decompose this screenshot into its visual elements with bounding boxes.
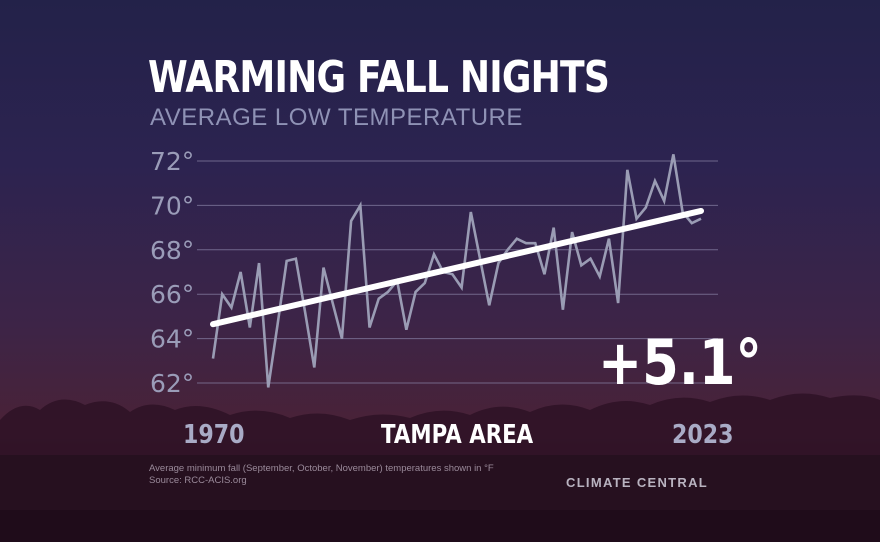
footnote-text: Average minimum fall (September, October… (149, 463, 494, 474)
start-year-label: 1970 (183, 420, 245, 450)
chart-title: WARMING FALL NIGHTS (148, 52, 610, 103)
temperature-series-line (211, 154, 702, 388)
source-text: Source: RCC-ACIS.org (149, 475, 247, 486)
y-tick-label: 66° (150, 280, 194, 309)
y-tick-label: 64° (150, 325, 194, 354)
end-year-label: 2023 (672, 420, 734, 450)
y-tick-label: 70° (150, 191, 194, 220)
y-tick-label: 62° (150, 369, 194, 398)
trend-line (210, 207, 704, 328)
climate-central-logo: CLIMATE CENTRAL (566, 475, 709, 490)
location-label: TAMPA AREA (381, 420, 534, 450)
footnote: Average minimum fall (September, October… (149, 463, 494, 487)
change-annotation: +5.1° (598, 326, 762, 399)
chart-subtitle: AVERAGE LOW TEMPERATURE (150, 104, 523, 131)
y-tick-label: 68° (150, 236, 194, 265)
y-tick-label: 72° (150, 147, 194, 176)
